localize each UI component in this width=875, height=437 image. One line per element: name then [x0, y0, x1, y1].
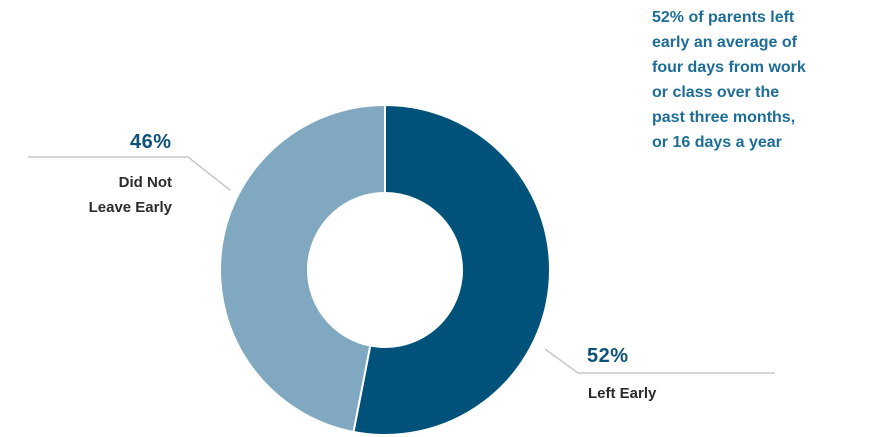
slice-category-label-line: Leave Early	[88, 199, 172, 216]
slice-category-label-did-not-leave-early: Did Not Leave Early	[60, 170, 172, 220]
slice-category-label-line: Did Not	[118, 174, 172, 191]
chart-annotation: 52% of parents left early an average of …	[652, 9, 806, 151]
donut-slice-left-early	[352, 103, 551, 436]
leader-line-left-early	[544, 348, 775, 374]
donut-slice-did-not-leave-early	[219, 103, 386, 434]
leader-line-did-not-leave-early	[28, 156, 231, 191]
slice-value-label-left-early: 52%	[587, 345, 629, 367]
slice-value-label-did-not-leave-early: 46%	[130, 131, 172, 153]
slice-category-label-left-early: Left Early	[588, 385, 657, 402]
